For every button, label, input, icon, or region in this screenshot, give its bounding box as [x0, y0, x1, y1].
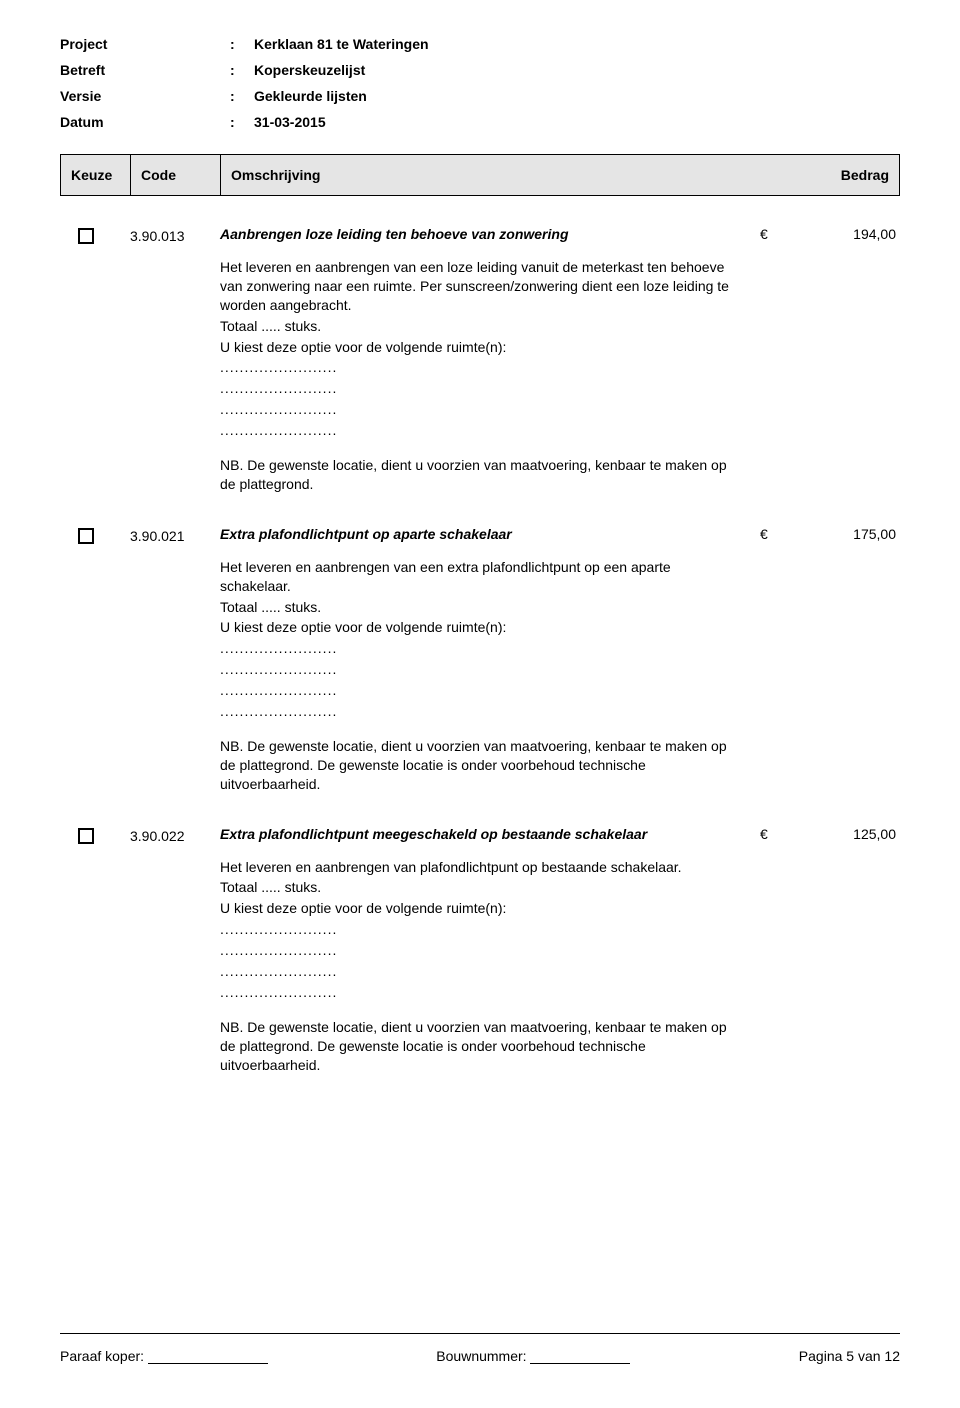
- item-totaal: Totaal ..... stuks.: [220, 598, 740, 617]
- item-amount: 194,00: [853, 226, 896, 496]
- item-code: 3.90.013: [130, 226, 220, 496]
- th-omschrijving: Omschrijving: [221, 155, 779, 195]
- item-kies: U kiest deze optie voor de volgende ruim…: [220, 618, 740, 637]
- item-description: Het leveren en aanbrengen van plafondlic…: [220, 858, 740, 877]
- fill-line: ........................: [220, 702, 740, 721]
- document-meta: Project : Kerklaan 81 te Wateringen Betr…: [60, 36, 900, 130]
- option-row: 3.90.013 Aanbrengen loze leiding ten beh…: [60, 226, 900, 496]
- th-code: Code: [131, 155, 221, 195]
- checkbox-icon[interactable]: [78, 828, 94, 844]
- footer-page: Pagina 5 van 12: [799, 1348, 900, 1364]
- footer-bouwnummer: Bouwnummer:: [436, 1348, 630, 1364]
- fill-line: ........................: [220, 639, 740, 658]
- project-label: Project: [60, 36, 230, 52]
- checkbox-icon[interactable]: [78, 528, 94, 544]
- item-kies: U kiest deze optie voor de volgende ruim…: [220, 899, 740, 918]
- currency-symbol: €: [760, 526, 768, 796]
- item-code: 3.90.021: [130, 526, 220, 796]
- versie-value: Gekleurde lijsten: [254, 88, 367, 104]
- bouwnummer-label: Bouwnummer:: [436, 1348, 526, 1364]
- checkbox-icon[interactable]: [78, 228, 94, 244]
- colon: :: [230, 114, 254, 130]
- datum-value: 31-03-2015: [254, 114, 326, 130]
- item-title: Aanbrengen loze leiding ten behoeve van …: [220, 226, 740, 242]
- signature-line: [530, 1363, 630, 1364]
- item-description: Het leveren en aanbrengen van een loze l…: [220, 258, 740, 315]
- versie-label: Versie: [60, 88, 230, 104]
- fill-line: ........................: [220, 400, 740, 419]
- currency-symbol: €: [760, 826, 768, 1077]
- datum-label: Datum: [60, 114, 230, 130]
- currency-symbol: €: [760, 226, 768, 496]
- page-footer: Paraaf koper: Bouwnummer: Pagina 5 van 1…: [60, 1333, 900, 1364]
- item-code: 3.90.022: [130, 826, 220, 1077]
- fill-line: ........................: [220, 983, 740, 1002]
- item-totaal: Totaal ..... stuks.: [220, 317, 740, 336]
- fill-line: ........................: [220, 941, 740, 960]
- betreft-label: Betreft: [60, 62, 230, 78]
- th-keuze: Keuze: [61, 155, 131, 195]
- fill-line: ........................: [220, 379, 740, 398]
- item-amount: 125,00: [853, 826, 896, 1077]
- item-title: Extra plafondlichtpunt op aparte schakel…: [220, 526, 740, 542]
- colon: :: [230, 36, 254, 52]
- signature-line: [148, 1363, 268, 1364]
- fill-line: ........................: [220, 421, 740, 440]
- colon: :: [230, 62, 254, 78]
- item-description: Het leveren en aanbrengen van een extra …: [220, 558, 740, 596]
- fill-line: ........................: [220, 920, 740, 939]
- item-body: Het leveren en aanbrengen van een extra …: [220, 558, 740, 794]
- fill-line: ........................: [220, 358, 740, 377]
- footer-paraaf: Paraaf koper:: [60, 1348, 268, 1364]
- fill-line: ........................: [220, 681, 740, 700]
- item-kies: U kiest deze optie voor de volgende ruim…: [220, 338, 740, 357]
- fill-line: ........................: [220, 660, 740, 679]
- betreft-value: Koperskeuzelijst: [254, 62, 365, 78]
- fill-line: ........................: [220, 962, 740, 981]
- option-row: 3.90.022 Extra plafondlichtpunt meegesch…: [60, 826, 900, 1077]
- item-title: Extra plafondlichtpunt meegeschakeld op …: [220, 826, 740, 842]
- table-header: Keuze Code Omschrijving Bedrag: [60, 154, 900, 196]
- item-body: Het leveren en aanbrengen van een loze l…: [220, 258, 740, 494]
- paraaf-label: Paraaf koper:: [60, 1348, 144, 1364]
- option-row: 3.90.021 Extra plafondlichtpunt op apart…: [60, 526, 900, 796]
- colon: :: [230, 88, 254, 104]
- item-totaal: Totaal ..... stuks.: [220, 878, 740, 897]
- item-body: Het leveren en aanbrengen van plafondlic…: [220, 858, 740, 1075]
- project-value: Kerklaan 81 te Wateringen: [254, 36, 429, 52]
- th-bedrag: Bedrag: [779, 155, 899, 195]
- item-note: NB. De gewenste locatie, dient u voorzie…: [220, 456, 740, 494]
- item-note: NB. De gewenste locatie, dient u voorzie…: [220, 737, 740, 794]
- item-amount: 175,00: [853, 526, 896, 796]
- item-note: NB. De gewenste locatie, dient u voorzie…: [220, 1018, 740, 1075]
